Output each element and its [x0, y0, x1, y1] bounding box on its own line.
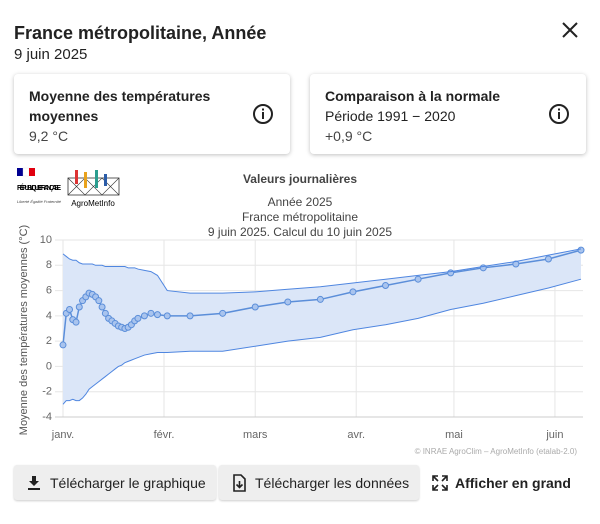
card-period: Période 1991 − 2020	[325, 108, 456, 124]
logo-agrometinfo: AgroMetInfo	[67, 170, 120, 208]
download-icon	[28, 475, 40, 490]
logo-motto: Liberté Égalité Fraternité	[17, 199, 62, 204]
x-tick-label: avr.	[347, 429, 365, 441]
dialog-title: France métropolitaine, Année	[14, 23, 267, 43]
y-tick-label: -4	[42, 411, 52, 423]
y-tick-label: 6	[46, 284, 52, 296]
card-value: +0,9 °C	[325, 128, 373, 144]
point	[577, 246, 585, 254]
point	[140, 312, 148, 320]
chart-title: Valeurs journalières	[243, 172, 357, 186]
point	[95, 297, 103, 305]
point	[153, 311, 161, 319]
y-tick-label: 2	[46, 335, 52, 347]
point	[382, 282, 390, 290]
point	[186, 312, 194, 320]
normal-band	[63, 248, 581, 405]
download-chart-button[interactable]: Télécharger le graphique	[14, 465, 216, 500]
logo-text: RÉPUBLIQUE FRANÇAISE	[17, 183, 61, 192]
button-label: Télécharger le graphique	[50, 474, 206, 491]
y-axis-label: Moyenne des températures moyennes (°C)	[18, 225, 30, 435]
y-tick-label: 8	[46, 259, 52, 271]
card-title: Moyenne des températures moyennes	[29, 88, 211, 124]
y-tick-label: -2	[42, 386, 52, 398]
point	[66, 306, 74, 314]
chart-subtitle: France métropolitaine	[242, 210, 358, 224]
card-title: Comparaison à la normale	[325, 88, 501, 104]
chart-subtitle: Année 2025	[268, 195, 333, 209]
y-tick-label: 10	[40, 234, 52, 246]
point	[134, 314, 142, 322]
download-data-button[interactable]: Télécharger les données	[219, 465, 419, 500]
y-tick-label: 4	[46, 310, 52, 322]
point	[163, 312, 171, 320]
x-tick-label: juin	[545, 429, 563, 441]
credit: © INRAE AgroClim – AgroMetInfo (etalab-2…	[415, 447, 578, 456]
info-icon[interactable]	[548, 103, 570, 125]
button-label: Afficher en grand	[455, 474, 571, 491]
card-value: 9,2 °C	[29, 128, 69, 144]
point	[544, 255, 552, 263]
point	[101, 309, 109, 317]
x-tick-label: mars	[243, 429, 268, 441]
close-button[interactable]	[561, 21, 579, 39]
point	[98, 303, 106, 311]
band-edge	[62, 278, 582, 405]
fullscreen-button[interactable]: Afficher en grand	[432, 465, 571, 500]
point	[479, 264, 487, 272]
button-label: Télécharger les données	[255, 474, 410, 491]
card-mean: Moyenne des températures moyennes 9,2 °C	[14, 74, 290, 154]
point	[72, 318, 80, 326]
chart: RÉPUBLIQUE FRANÇAISE Liberté Égalité Fra…	[17, 167, 585, 456]
point	[251, 303, 259, 311]
logo-text: AgroMetInfo	[71, 199, 115, 208]
point	[414, 275, 422, 283]
card-normal: Comparaison à la normale Période 1991 − …	[310, 74, 586, 154]
x-tick-label: mai	[445, 429, 463, 441]
point	[147, 309, 155, 317]
x-tick-label: févr.	[154, 429, 175, 441]
point	[447, 269, 455, 277]
point	[284, 298, 292, 306]
point	[59, 341, 67, 349]
expand-icon	[432, 474, 448, 491]
y-tick-label: 0	[46, 360, 52, 372]
point	[349, 288, 357, 296]
logo-republique: RÉPUBLIQUE FRANÇAISE Liberté Égalité Fra…	[17, 167, 62, 204]
chart-subtitle: 9 juin 2025. Calcul du 10 juin 2025	[208, 225, 392, 239]
file-download-icon	[233, 473, 246, 492]
point	[316, 295, 324, 303]
point	[219, 309, 227, 317]
x-tick-label: janv.	[51, 429, 74, 441]
point	[75, 303, 83, 311]
band-edge	[62, 248, 582, 294]
info-icon[interactable]	[252, 103, 274, 125]
dialog-date: 9 juin 2025	[14, 46, 88, 63]
